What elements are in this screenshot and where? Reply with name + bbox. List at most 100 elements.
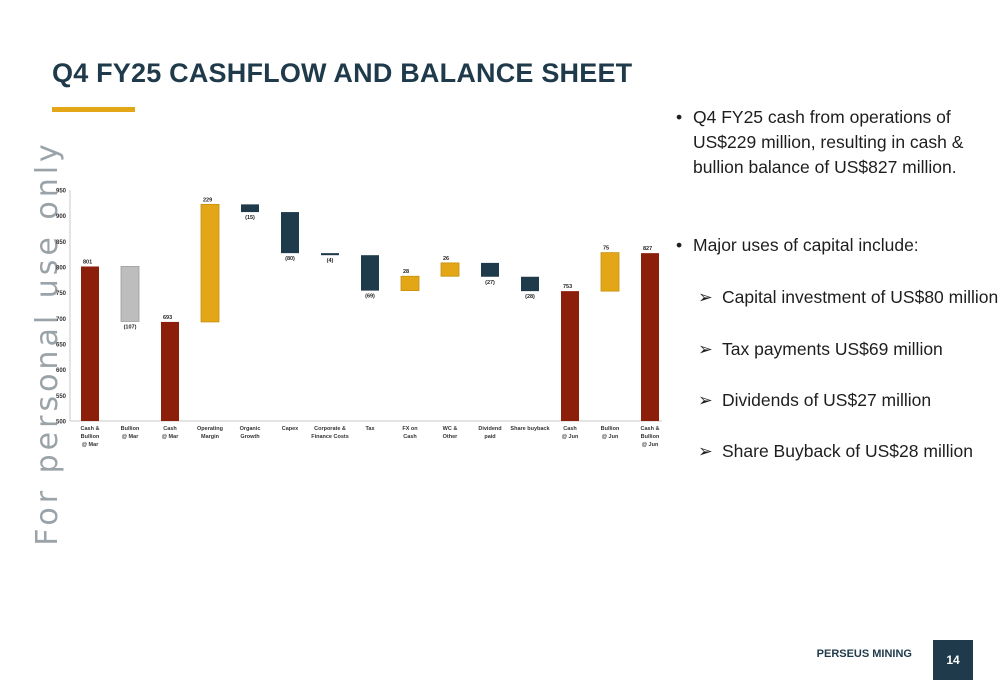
x-tick-label-line: @ Mar (82, 442, 100, 448)
bullet-dot: • (676, 107, 683, 127)
waterfall-bar (641, 253, 659, 421)
y-tick-label: 650 (56, 343, 67, 349)
sub-bullet-tax: ➢ Tax payments US$69 million (698, 337, 943, 362)
title-underline (52, 107, 135, 112)
bullet-text: Major uses of capital include: (693, 235, 919, 255)
waterfall-bar (200, 203, 220, 323)
x-tick-label-line: Capex (282, 426, 299, 432)
x-tick-label: Cash & Bullion @ Jun (641, 426, 660, 448)
bar-value-label: 229 (203, 197, 212, 203)
x-tick-label-line: Dividend (478, 426, 501, 432)
bullet-dot: • (676, 235, 683, 255)
bar-value-label: (69) (365, 294, 375, 300)
x-tick-label-line: Corporate & (314, 426, 346, 432)
waterfall-bar (440, 262, 460, 277)
x-tick-label: Cash @ Jun (562, 426, 579, 440)
waterfall-bar (400, 275, 420, 292)
x-tick-label: Dividend paid (478, 426, 501, 440)
footer-brand: PERSEUS MINING (816, 648, 912, 660)
arrow-icon: ➢ (698, 390, 713, 410)
bar-value-label: (80) (285, 256, 295, 262)
x-tick-label-line: WC & (443, 426, 458, 432)
y-tick-label: 600 (56, 368, 67, 374)
x-tick-label: Tax (365, 426, 375, 432)
x-tick-label: Organic Growth (240, 426, 261, 440)
waterfall-bar (161, 321, 179, 421)
x-tick-label-line: Cash & (641, 426, 660, 432)
bar-value-label: 28 (403, 269, 409, 275)
x-tick-label-line: Cash (403, 434, 417, 440)
y-tick-label: 500 (56, 420, 67, 426)
y-tick-label: 900 (56, 214, 67, 220)
y-tick-label: 950 (56, 189, 67, 195)
x-tick-label-line: @ Jun (602, 434, 619, 440)
waterfall-chart: 500 550 600 650 700 750 800 850 900 950 801 Cash & B… (56, 189, 662, 448)
x-tick-label: Cash & Bullion @ Mar (81, 426, 100, 448)
arrow-icon: ➢ (698, 441, 713, 461)
bar-value-label: (27) (485, 280, 495, 286)
x-tick-label-line: FX on (402, 426, 418, 432)
sub-bullet-text: Dividends of US$27 million (722, 390, 932, 410)
bullet-text: Q4 FY25 cash from operations of US$229 m… (693, 107, 964, 177)
x-tick-label-line: Organic (240, 426, 261, 432)
x-tick-label-line: @ Mar (162, 434, 180, 440)
x-tick-label-line: Bullion (641, 434, 660, 440)
y-tick-label: 700 (56, 317, 67, 323)
sub-bullet-dividends: ➢ Dividends of US$27 million (698, 388, 931, 413)
x-tick-label-line: Cash & (81, 426, 100, 432)
sub-bullet-text: Share Buyback of US$28 million (722, 441, 973, 461)
bar-value-label: (107) (124, 324, 137, 330)
x-tick-label: FX on Cash (402, 426, 418, 440)
x-tick-label: Share buyback (510, 426, 550, 432)
waterfall-bar (600, 252, 620, 292)
x-tick-label: Corporate & Finance Costs (311, 426, 349, 440)
x-tick-label-line: Finance Costs (311, 434, 349, 440)
x-tick-label: Capex (282, 426, 299, 432)
y-tick-label: 550 (56, 394, 67, 400)
x-tick-label: Bullion @ Jun (601, 426, 620, 440)
x-tick-label-line: Cash (163, 426, 177, 432)
bar-value-label: 26 (443, 256, 449, 262)
x-tick-label: WC & Other (443, 426, 459, 440)
x-tick-label-line: Tax (365, 426, 375, 432)
x-tick-label-line: @ Mar (122, 434, 140, 440)
x-tick-label-line: Operating (197, 426, 223, 432)
waterfall-bar (481, 262, 499, 277)
waterfall-bar (521, 276, 539, 292)
x-tick-label-line: Other (443, 434, 459, 440)
bar-value-label: 827 (643, 246, 652, 252)
x-tick-label: Cash @ Mar (162, 426, 180, 440)
x-tick-label-line: paid (484, 434, 495, 440)
y-tick-label: 750 (56, 291, 67, 297)
x-tick-label-line: Share buyback (510, 426, 550, 432)
bar-value-label: (15) (245, 215, 255, 221)
bar-value-label: 801 (83, 259, 92, 265)
sub-bullet-text: Capital investment of US$80 million (722, 287, 999, 307)
x-tick-label: Operating Margin (197, 426, 223, 440)
waterfall-bar (281, 212, 299, 254)
arrow-icon: ➢ (698, 339, 713, 359)
bullet-uses-of-capital: • Major uses of capital include: (676, 233, 993, 258)
sub-bullet-buyback: ➢ Share Buyback of US$28 million (698, 439, 973, 464)
y-tick-label: 850 (56, 240, 67, 246)
waterfall-bar (241, 204, 259, 213)
page-title: Q4 FY25 CASHFLOW AND BALANCE SHEET (52, 58, 633, 88)
x-tick-label-line: @ Jun (562, 434, 579, 440)
sub-bullet-text: Tax payments US$69 million (722, 339, 943, 359)
bar-value-label: 753 (563, 284, 572, 290)
x-tick-label-line: Cash (563, 426, 577, 432)
sub-bullet-capex: ➢ Capital investment of US$80 million (698, 285, 998, 310)
bar-value-label: 75 (603, 246, 609, 252)
y-tick-label: 800 (56, 266, 67, 272)
waterfall-bar (321, 253, 339, 256)
bar-value-label: (28) (525, 294, 535, 300)
x-tick-label: Bullion @ Mar (121, 426, 140, 440)
waterfall-bar (361, 255, 379, 291)
arrow-icon: ➢ (698, 287, 713, 307)
waterfall-bar (561, 291, 579, 421)
x-tick-label-line: @ Jun (642, 442, 659, 448)
bar-value-label: (4) (327, 258, 334, 264)
x-tick-label-line: Bullion (601, 426, 620, 432)
bar-value-label: 693 (163, 315, 172, 321)
page-number: 14 (933, 640, 973, 680)
